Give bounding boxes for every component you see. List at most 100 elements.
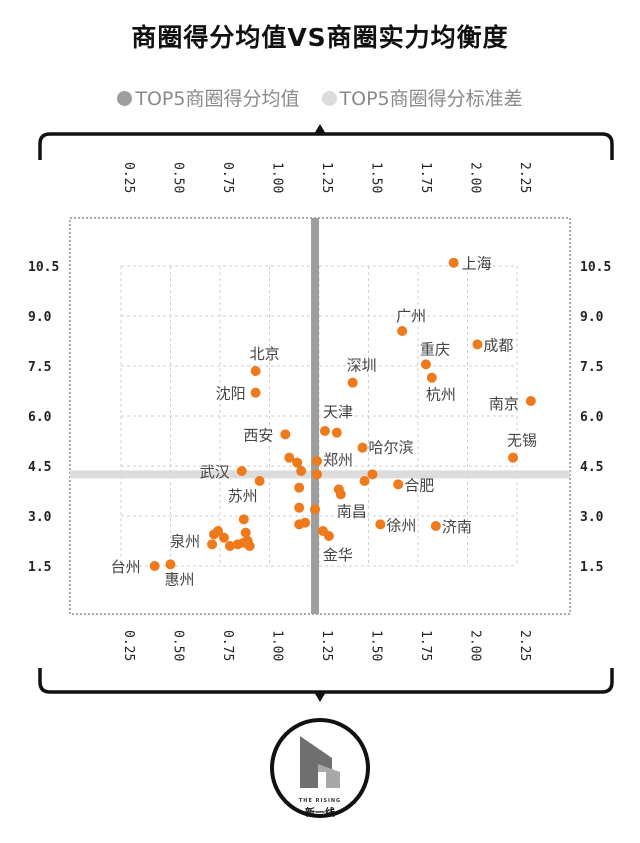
top-bracket <box>38 132 614 160</box>
data-point <box>224 541 235 552</box>
data-point-广州 <box>397 326 408 337</box>
data-point <box>359 476 370 487</box>
point-label-惠州: 惠州 <box>165 570 195 588</box>
legend-item-mean: TOP5商圈得分均值 <box>117 84 299 111</box>
point-label-西安: 西安 <box>243 426 273 444</box>
chart-title: 商圈得分均值VS商圈实力均衡度 <box>131 23 509 52</box>
point-label-合肥: 合肥 <box>404 476 434 494</box>
point-label-哈尔滨: 哈尔滨 <box>369 439 414 457</box>
data-point-南京 <box>525 396 536 407</box>
data-point-徐州 <box>375 519 386 530</box>
y-tick-label-right: 6.0 <box>580 410 604 425</box>
point-label-南昌: 南昌 <box>337 502 367 520</box>
y-tick-label-left: 3.0 <box>28 510 52 525</box>
y-tick-label-left: 4.5 <box>28 460 51 475</box>
x-tick-label-bottom: 2.25 <box>517 630 532 661</box>
x-tick-label-bottom: 1.50 <box>369 630 384 661</box>
data-point-金华 <box>323 531 334 542</box>
x-tick-label-bottom: 2.00 <box>468 630 483 661</box>
logo-mark-icon <box>300 736 340 788</box>
legend: TOP5商圈得分均值 TOP5商圈得分标准差 <box>0 84 640 111</box>
data-point <box>331 427 342 438</box>
y-tick-label-right: 10.5 <box>580 260 611 275</box>
scatter-chart: 0.25 0.25 0.50 0.50 0.75 0.75 1.00 1.00 1.25 1.25… <box>28 124 614 702</box>
x-tick-label-top: 1.00 <box>270 162 285 193</box>
point-label-成都: 成都 <box>483 336 513 354</box>
x-tick-label-top: 1.50 <box>369 162 384 193</box>
point-label-苏州: 苏州 <box>228 487 258 505</box>
data-point-深圳 <box>347 377 358 388</box>
y-tick-label-right: 1.5 <box>580 560 603 575</box>
point-label-徐州: 徐州 <box>386 516 416 534</box>
data-point <box>300 517 311 528</box>
x-tick-label-top: 2.25 <box>517 162 532 193</box>
data-point-武汉 <box>236 466 247 477</box>
y-tick-label-left: 10.5 <box>28 260 59 275</box>
plot-frame <box>69 217 571 615</box>
data-point-杭州 <box>426 372 437 383</box>
y-tick-label-left: 1.5 <box>28 560 51 575</box>
point-label-无锡: 无锡 <box>507 432 537 450</box>
data-point <box>294 482 305 493</box>
point-label-天津: 天津 <box>323 403 353 421</box>
point-label-泉州: 泉州 <box>170 532 200 550</box>
y-tick-label-right: 3.0 <box>580 510 604 525</box>
data-point <box>312 469 323 480</box>
legend-label-mean: TOP5商圈得分均值 <box>135 88 300 110</box>
data-point-苏州 <box>254 476 265 487</box>
data-point <box>296 466 307 477</box>
data-point <box>367 469 378 480</box>
point-label-上海: 上海 <box>462 255 492 273</box>
data-point-上海 <box>448 257 459 268</box>
data-point-西安 <box>280 429 291 440</box>
y-tick-label-right: 9.0 <box>580 310 604 325</box>
brand-logo: THE RISING 新一线 <box>270 718 370 819</box>
x-tick-label-bottom: 0.25 <box>121 630 136 661</box>
x-tick-label-bottom: 0.75 <box>220 630 235 661</box>
x-tick-label-top: 0.50 <box>171 162 186 193</box>
x-tick-label-top: 0.25 <box>121 162 136 193</box>
data-point <box>284 452 295 463</box>
bottom-bracket <box>38 668 614 694</box>
top-arrow-icon <box>314 124 326 134</box>
point-label-南京: 南京 <box>489 395 519 413</box>
x-tick-label-bottom: 0.50 <box>171 630 186 661</box>
data-point-合肥 <box>393 479 404 490</box>
legend-label-std: TOP5商圈得分标准差 <box>339 88 523 110</box>
point-label-台州: 台州 <box>111 558 141 576</box>
x-tick-label-top: 2.00 <box>468 162 483 193</box>
point-label-杭州: 杭州 <box>426 386 456 404</box>
legend-swatch-mean <box>117 91 133 106</box>
point-label-广州: 广州 <box>396 307 426 325</box>
data-point-南昌 <box>335 489 346 500</box>
data-point <box>213 526 224 537</box>
data-point-台州 <box>149 561 160 571</box>
x-tick-label-bottom: 1.25 <box>319 630 334 661</box>
data-point-天津 <box>319 426 330 437</box>
y-tick-label-left: 6.0 <box>28 410 52 425</box>
point-label-济南: 济南 <box>442 518 472 536</box>
data-point <box>218 532 229 543</box>
data-point <box>310 504 321 515</box>
logo-tagline: THE RISING <box>298 798 342 804</box>
data-point <box>292 457 303 468</box>
x-tick-label-top: 1.75 <box>418 162 433 193</box>
data-point-哈尔滨 <box>357 442 368 453</box>
data-point-郑州 <box>312 456 323 467</box>
point-label-金华: 金华 <box>323 546 353 564</box>
legend-swatch-std <box>321 91 337 106</box>
x-tick-label-bottom: 1.00 <box>270 630 285 661</box>
point-label-重庆: 重庆 <box>420 340 450 358</box>
legend-item-std: TOP5商圈得分标准差 <box>321 84 523 111</box>
y-tick-label-left: 7.5 <box>28 360 51 375</box>
point-label-郑州: 郑州 <box>323 451 353 469</box>
mean-reference-line <box>311 218 320 614</box>
data-point-重庆 <box>420 359 431 370</box>
data-point-沈阳 <box>250 387 261 398</box>
point-label-沈阳: 沈阳 <box>216 385 246 403</box>
x-tick-label-bottom: 1.75 <box>418 630 433 661</box>
data-point <box>244 541 255 552</box>
data-point-泉州 <box>207 539 218 550</box>
y-tick-label-left: 9.0 <box>28 310 52 325</box>
point-label-北京: 北京 <box>250 345 280 363</box>
